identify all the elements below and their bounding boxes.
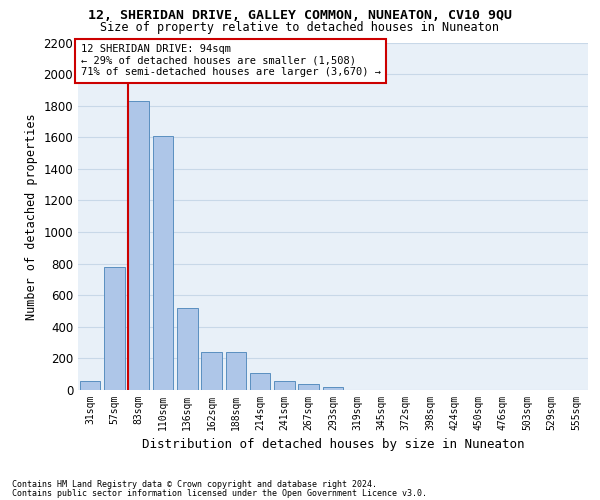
Y-axis label: Number of detached properties: Number of detached properties [25, 113, 38, 320]
Bar [104, 267, 125, 390]
Bar [250, 372, 271, 390]
Text: Contains public sector information licensed under the Open Government Licence v3: Contains public sector information licen… [12, 488, 427, 498]
Text: 12, SHERIDAN DRIVE, GALLEY COMMON, NUNEATON, CV10 9QU: 12, SHERIDAN DRIVE, GALLEY COMMON, NUNEA… [88, 9, 512, 22]
Text: Size of property relative to detached houses in Nuneaton: Size of property relative to detached ho… [101, 21, 499, 34]
Text: Contains HM Land Registry data © Crown copyright and database right 2024.: Contains HM Land Registry data © Crown c… [12, 480, 377, 489]
Text: 12 SHERIDAN DRIVE: 94sqm
← 29% of detached houses are smaller (1,508)
71% of sem: 12 SHERIDAN DRIVE: 94sqm ← 29% of detach… [80, 44, 380, 78]
X-axis label: Distribution of detached houses by size in Nuneaton: Distribution of detached houses by size … [142, 438, 524, 452]
Bar [323, 387, 343, 390]
Bar [226, 352, 246, 390]
Bar [298, 384, 319, 390]
Bar [80, 382, 100, 390]
Bar [274, 380, 295, 390]
Bar [201, 352, 222, 390]
Bar [177, 308, 197, 390]
Bar [128, 101, 149, 390]
Bar [152, 136, 173, 390]
